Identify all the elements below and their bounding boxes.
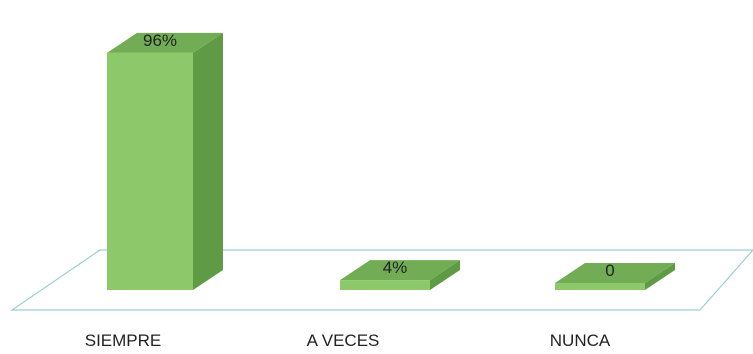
bar-siempre xyxy=(107,32,223,290)
data-label: 4% xyxy=(383,258,408,277)
data-label: 96% xyxy=(143,31,177,50)
bar-nunca xyxy=(555,263,675,290)
bar-top xyxy=(340,260,460,281)
bar-side xyxy=(645,263,675,290)
bar-front xyxy=(107,52,193,290)
category-label: SIEMPRE xyxy=(85,331,162,350)
category-labels: SIEMPRE A VECES NUNCA xyxy=(85,331,611,350)
chart-floor xyxy=(10,249,753,311)
bar-top xyxy=(107,32,223,53)
bar-front xyxy=(555,283,645,290)
bar-side xyxy=(193,32,223,290)
bar-side xyxy=(430,260,460,290)
category-label: NUNCA xyxy=(550,331,611,350)
bar-front xyxy=(340,280,430,290)
bar-a-veces xyxy=(340,260,460,290)
category-label: A VECES xyxy=(307,331,380,350)
data-label: 0 xyxy=(605,261,614,280)
bar-top xyxy=(555,263,675,283)
bars-group xyxy=(107,32,675,290)
